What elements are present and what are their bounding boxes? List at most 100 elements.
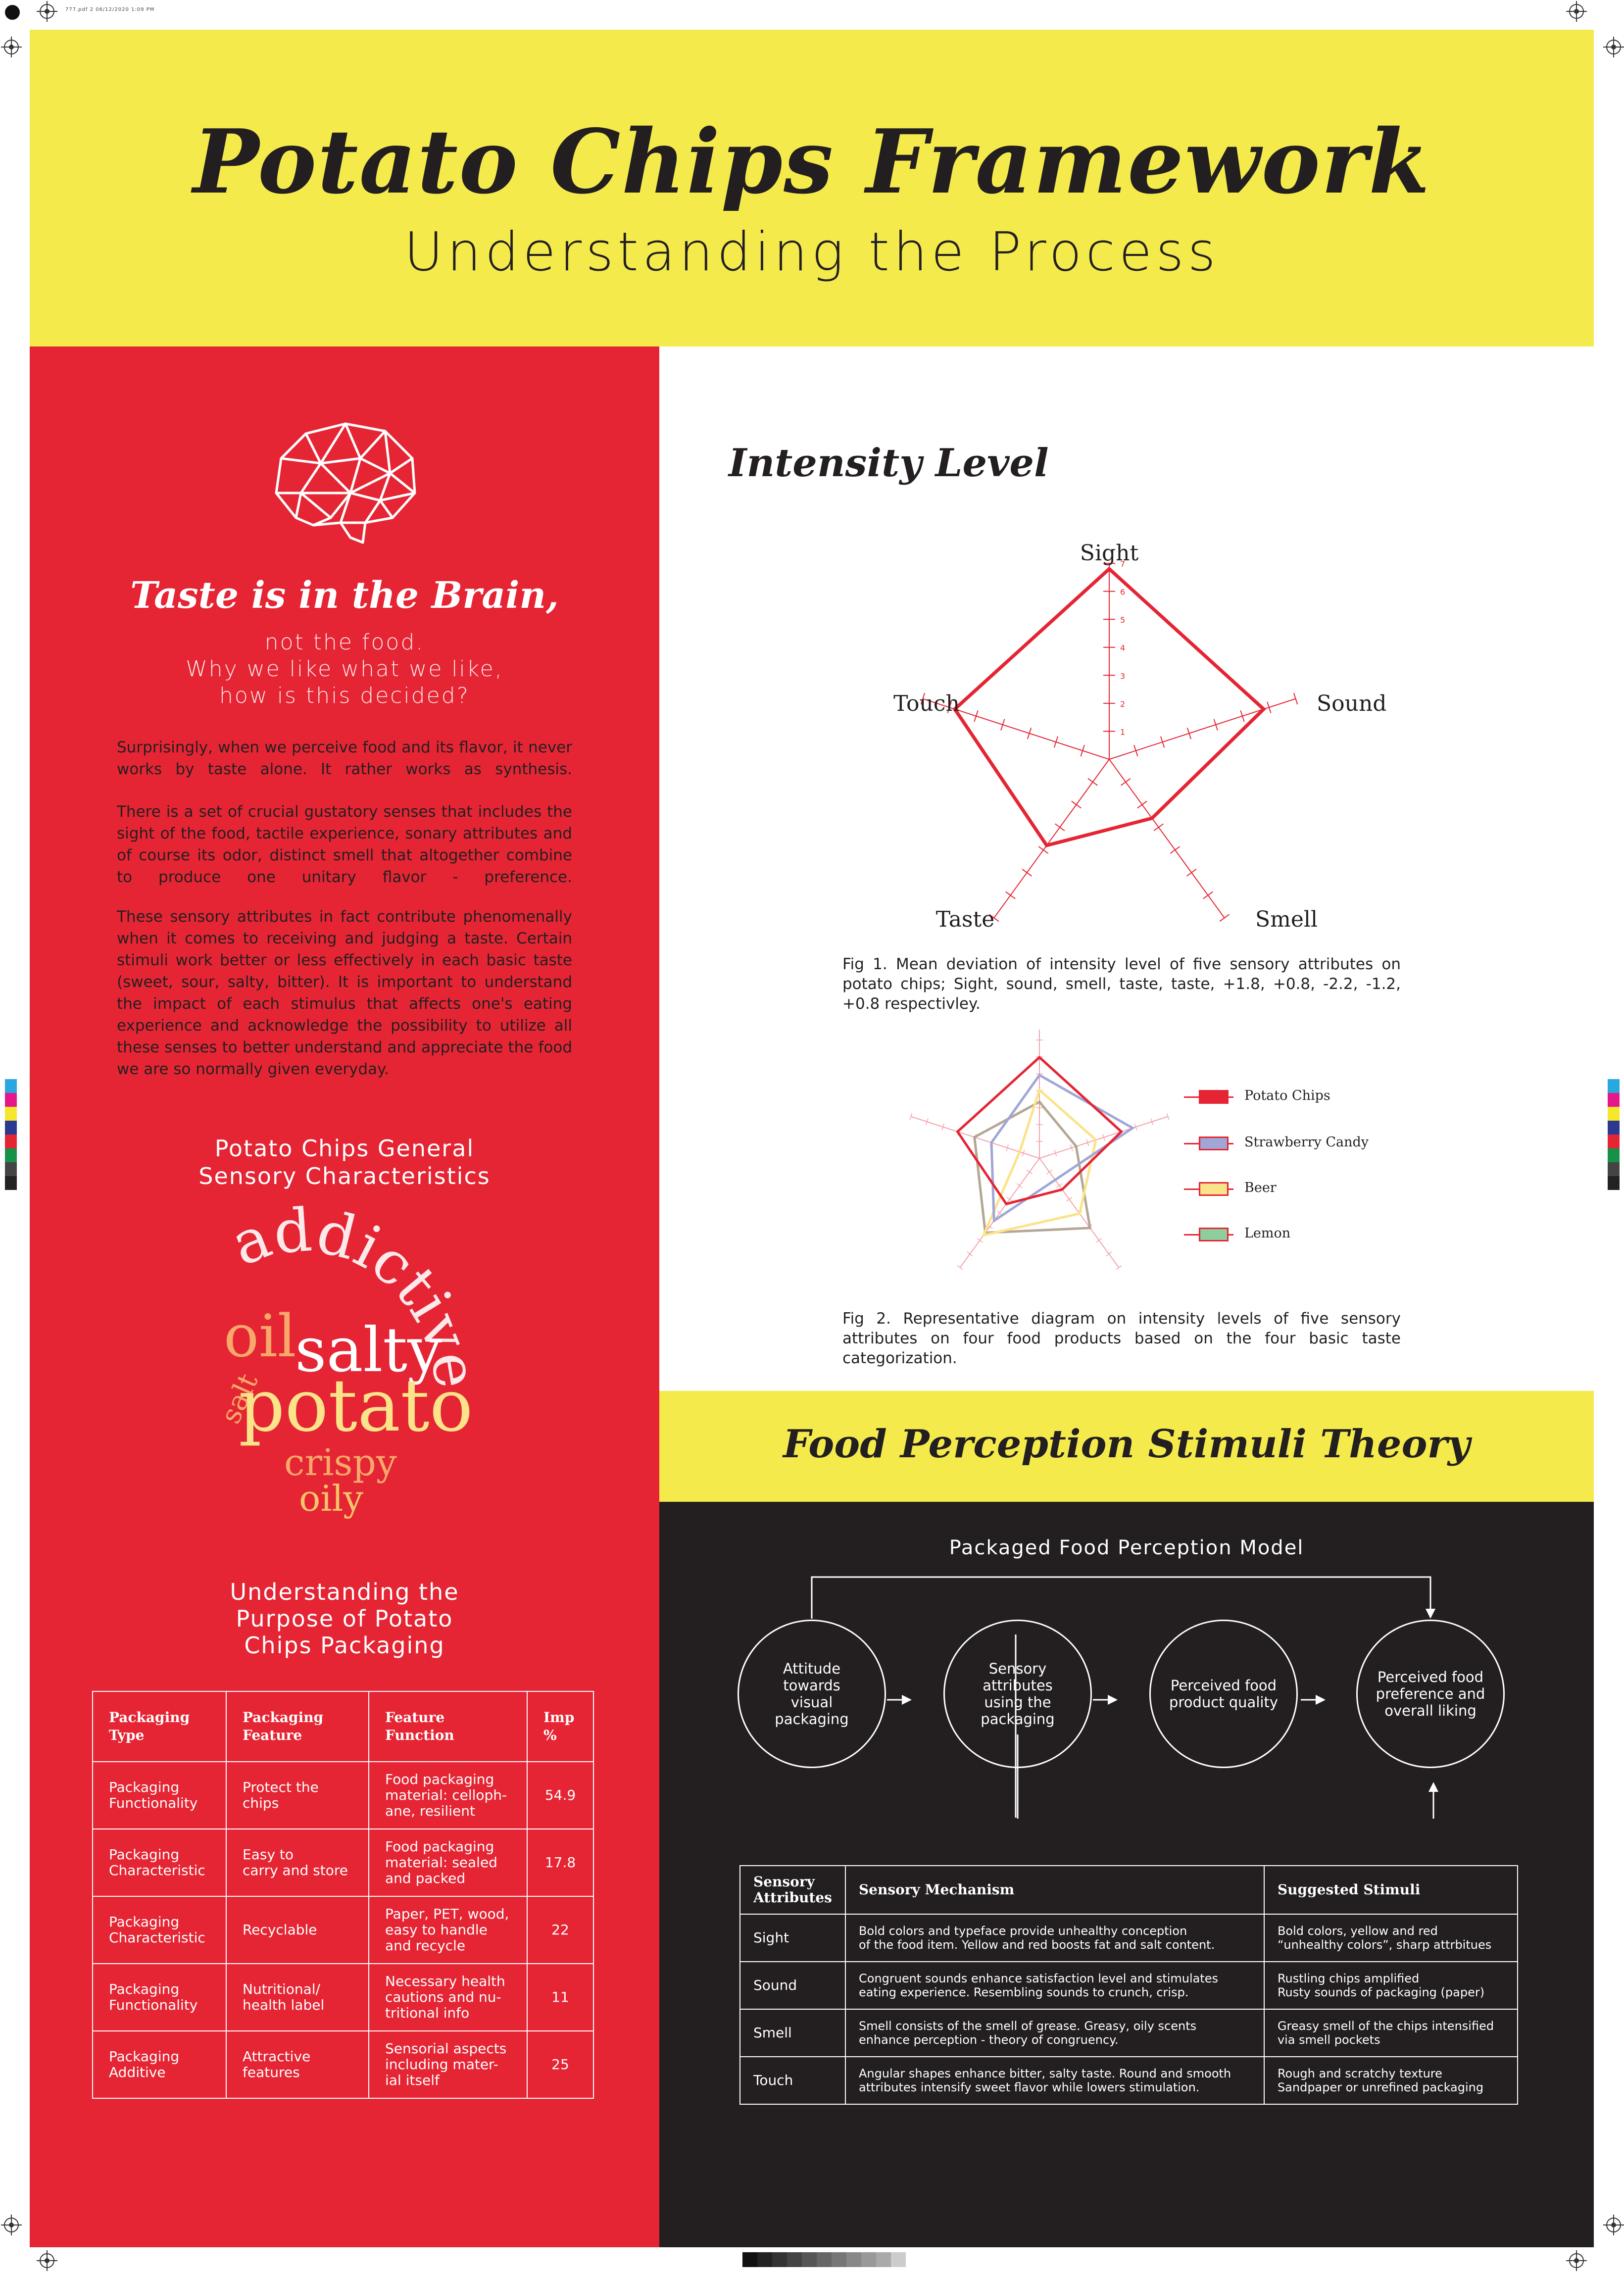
model-node-text: overall liking xyxy=(1384,1702,1476,1719)
word-cloud-word: salty xyxy=(295,1315,442,1386)
packaging-table: Packaging Type Packaging Feature Feature Func… xyxy=(92,1691,594,2099)
radar-axes xyxy=(923,563,1296,918)
radar-tick-label: 2 xyxy=(1120,699,1125,709)
radar-tick-mark xyxy=(1203,891,1213,899)
table-cell-line: Smell xyxy=(753,2025,792,2041)
arrowhead-icon xyxy=(902,1695,912,1705)
figure-2-caption: Fig 2. Representative diagram on intensi… xyxy=(842,1310,1401,1367)
radar-tick-mark xyxy=(1160,736,1165,748)
table-cell: Touch xyxy=(739,2056,846,2105)
table-cell: Greasy smell of the chips intensified via… xyxy=(1263,2009,1518,2057)
word-cloud-word: oil xyxy=(224,1302,296,1370)
table-cell: Angular shapes enhance bitter, salty tas… xyxy=(844,2056,1265,2105)
column-header-line: Packaging xyxy=(243,1709,324,1726)
left-panel: Taste is in the Brain, not the food. Why… xyxy=(30,346,659,2247)
table-cell: Sound xyxy=(739,1961,846,2010)
table-cell: Packaging Characteristic xyxy=(92,1896,227,1964)
table-row: Packaging Functionality Protect the chips Fo… xyxy=(92,1761,594,1829)
radar-tick-label: 5 xyxy=(1120,615,1125,625)
column-header: Suggested Stimuli xyxy=(1263,1865,1518,1915)
table-cell-line: material: sealed xyxy=(385,1854,497,1871)
radar-tick-mark xyxy=(941,1123,945,1131)
column-header: Feature Function xyxy=(368,1691,528,1762)
table-cell-line: Paper, PET, wood, xyxy=(385,1906,509,1922)
radar-tick-mark xyxy=(1293,692,1298,705)
registration-mark-icon xyxy=(40,2253,54,2268)
table-cell: Nutritional/health label xyxy=(226,1963,369,2031)
column-header: Imp% xyxy=(527,1691,594,1762)
model-title: Packaged Food Perception Model xyxy=(949,1536,1304,1559)
radar-tick-mark xyxy=(1133,744,1138,757)
model-node-text: Perceived food xyxy=(1170,1677,1277,1694)
radar-series-beer xyxy=(981,1088,1097,1237)
table-cell-line: ane, resilient xyxy=(385,1803,475,1819)
column-header-line: % xyxy=(543,1727,557,1743)
table-cell: Rustling chips amplified Rusty sounds of … xyxy=(1263,1961,1518,2010)
table-cell-line: of the food item. Yellow and red boosts … xyxy=(858,1938,1215,1952)
radar-tick-mark xyxy=(967,1251,973,1256)
registration-mark-icon xyxy=(1569,2253,1584,2268)
table-cell-line: Recyclable xyxy=(243,1922,317,1938)
registration-mark-icon xyxy=(1606,40,1621,54)
radar-tick-mark xyxy=(1102,1134,1105,1141)
radar-ticks: 1 2 3 4 5 6 7 xyxy=(920,559,1298,922)
radar-series xyxy=(956,1055,1135,1237)
table-cell-line: Additive xyxy=(109,2064,166,2080)
radar-tick-mark xyxy=(920,692,926,705)
column-header-line: Feature xyxy=(385,1709,445,1726)
table-cell: Rough and scratchy texture Sandpaper or u… xyxy=(1263,2056,1518,2105)
radar-axis-label: Sight xyxy=(1080,541,1139,566)
table-cell: Food packaging material: sealed and packed xyxy=(368,1829,528,1897)
table-cell-line: Congruent sounds enhance satisfaction le… xyxy=(858,1972,1219,1985)
table-cell-line: Sound xyxy=(753,1977,797,1993)
table-cell-line: eating experience. Resembling sounds to … xyxy=(858,1985,1189,1999)
table-cell-line: Food packaging xyxy=(385,1771,494,1787)
radar-axis-line xyxy=(1109,759,1225,918)
packaging-table-body: Packaging Functionality Protect the chips Fo… xyxy=(92,1761,594,2099)
radar-axis-line xyxy=(993,759,1110,918)
table-cell-line: Packaging xyxy=(109,1779,180,1795)
column-header-line: Sensory xyxy=(753,1874,815,1890)
model-node-visual-attitude: Attitude towards visual packaging xyxy=(738,1620,886,1768)
radar-axis-label: Touch xyxy=(893,691,960,716)
table-cell-line: Nutritional/ xyxy=(243,1981,320,1997)
table-cell-line: Packaging xyxy=(109,2048,180,2065)
radar-tick-mark xyxy=(1027,727,1032,740)
radar-tick-label: 3 xyxy=(1120,671,1125,681)
arrowhead-icon xyxy=(1108,1695,1118,1705)
radar-tick-mark xyxy=(1087,778,1098,786)
page-subtitle: Understanding the Process xyxy=(404,221,1220,283)
word-cloud-word: oily xyxy=(299,1478,363,1519)
radar-chart-potato-chips: 1 2 3 4 5 6 7 Sight Sound Smell Taste Touch xyxy=(893,541,1386,932)
table-cell: Congruent sounds enhance satisfaction le… xyxy=(844,1961,1265,2010)
radar-tick-mark xyxy=(974,710,979,722)
table-cell: Easy to carry and store xyxy=(226,1829,369,1897)
arrowhead-icon xyxy=(1426,1609,1435,1619)
radar-tick-mark xyxy=(1022,1149,1025,1157)
word-cloud: addictive oil salty salt potato crispy o… xyxy=(214,1196,491,1519)
registration-mark-icon xyxy=(4,2218,19,2232)
legend-swatch xyxy=(1199,1228,1229,1241)
radar-tick-label: 4 xyxy=(1120,643,1125,653)
table-cell-line: ial itself xyxy=(385,2072,440,2088)
radar-axis-label: Sound xyxy=(1317,691,1386,716)
radar-tick-mark xyxy=(1153,823,1164,832)
radar-tick-mark xyxy=(1054,823,1065,832)
table-cell-line: Rough and scratchy texture xyxy=(1277,2067,1442,2080)
table-cell: Necessary health cautions and nu-tritiona… xyxy=(368,1963,528,2031)
brain-icon xyxy=(275,422,416,544)
radar-tick-label: 7 xyxy=(1120,559,1125,569)
table-cell-line: Easy to xyxy=(243,1846,294,1863)
table-cell: Protect the chips xyxy=(226,1761,369,1829)
table-cell-line: including mater- xyxy=(385,2056,498,2073)
table-cell-line: Protect the xyxy=(243,1779,319,1795)
registration-mark-icon xyxy=(4,40,19,54)
model-node-text: Sensory attributes xyxy=(983,1660,1053,1694)
food-perception-band: Food Perception Stimuli Theory xyxy=(659,1391,1594,1502)
food-perception-title: Food Perception Stimuli Theory xyxy=(783,1422,1470,1467)
table-cell-line: attributes intensify sweet flavor while … xyxy=(858,2080,1200,2094)
legend-swatch xyxy=(1199,1182,1229,1196)
table-cell-line: Functionality xyxy=(109,1795,198,1811)
radar-tick-mark xyxy=(1071,800,1082,809)
table-cell-line: Rusty sounds of packaging (paper) xyxy=(1277,1985,1485,1999)
